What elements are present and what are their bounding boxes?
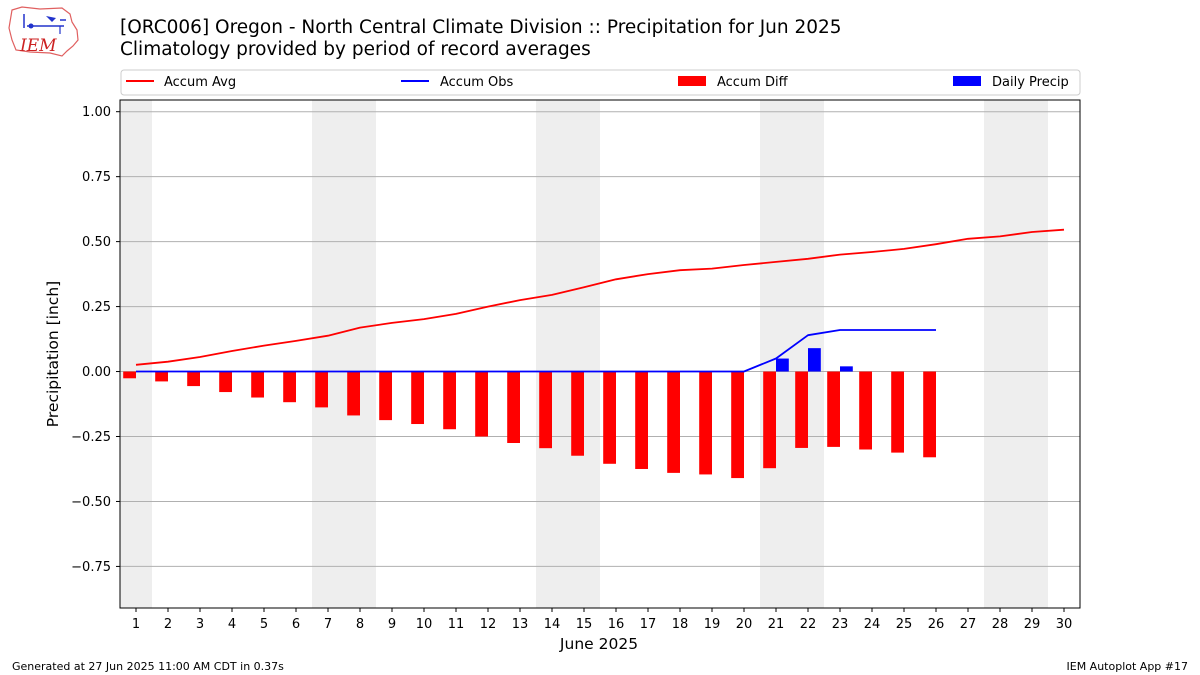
legend-daily-label: Daily Precip <box>992 75 1069 90</box>
x-tick-label: 26 <box>928 617 945 632</box>
daily-precip-bar <box>808 348 821 372</box>
legend-daily-swatch <box>953 76 981 86</box>
x-tick-label: 27 <box>960 617 977 632</box>
accum-diff-bar <box>763 371 776 469</box>
iem-logo: IEM <box>8 6 79 57</box>
x-tick-label: 23 <box>832 617 849 632</box>
accum-diff-bar <box>155 371 168 382</box>
legend: Accum Avg Accum Obs Accum Diff Daily Pre… <box>120 69 1081 96</box>
y-tick-label: 0.25 <box>82 300 111 315</box>
accum-diff-bar <box>315 371 328 408</box>
accum-diff-bar <box>859 371 872 450</box>
x-tick-label: 9 <box>388 617 396 632</box>
accum-diff-bar <box>891 371 904 453</box>
x-tick-label: 2 <box>164 617 172 632</box>
accum-diff-bar <box>347 371 360 416</box>
accum-diff-bar <box>539 371 552 449</box>
x-tick-label: 19 <box>704 617 721 632</box>
accum-diff-bar <box>795 371 808 448</box>
weekend-shade <box>536 100 568 608</box>
accum-diff-bar <box>219 371 232 393</box>
accum-diff-bar <box>475 371 488 437</box>
chart-title: [ORC006] Oregon - North Central Climate … <box>120 17 842 38</box>
x-tick-label: 21 <box>768 617 785 632</box>
accum-diff-bar <box>667 371 680 473</box>
x-tick-label: 1 <box>132 617 140 632</box>
x-tick-label: 25 <box>896 617 913 632</box>
x-tick-label: 7 <box>324 617 332 632</box>
x-tick-label: 5 <box>260 617 268 632</box>
x-tick-label: 6 <box>292 617 300 632</box>
x-tick-label: 14 <box>544 617 561 632</box>
weekend-shade <box>984 100 1016 608</box>
weekend-shade <box>120 100 152 608</box>
accum-diff-bar <box>251 371 264 398</box>
x-tick-label: 8 <box>356 617 364 632</box>
x-tick-label: 30 <box>1056 617 1073 632</box>
x-tick-label: 28 <box>992 617 1009 632</box>
accum-diff-bar <box>379 371 392 421</box>
x-axis-label: June 2025 <box>559 635 638 653</box>
iem-logo-text: IEM <box>19 36 57 56</box>
x-tick-label: 11 <box>448 617 465 632</box>
legend-diff-label: Accum Diff <box>717 75 789 90</box>
y-tick-label: 0.50 <box>82 235 111 250</box>
x-tick-label: 29 <box>1024 617 1041 632</box>
legend-diff-swatch <box>678 76 706 86</box>
weekend-shade <box>1016 100 1048 608</box>
x-tick-label: 10 <box>416 617 433 632</box>
y-tick-label: 0.75 <box>82 170 111 185</box>
weekend-shade <box>312 100 344 608</box>
accum-diff-bar <box>827 371 840 447</box>
legend-obs-label: Accum Obs <box>440 75 513 90</box>
x-tick-label: 22 <box>800 617 817 632</box>
accum-diff-bar <box>731 371 744 479</box>
legend-box <box>120 69 1081 96</box>
accum-diff-bar <box>283 371 296 403</box>
weekend-shade <box>344 100 376 608</box>
x-tick-label: 20 <box>736 617 753 632</box>
generated-note: Generated at 27 Jun 2025 11:00 AM CDT in… <box>12 660 284 673</box>
y-tick-label: 0.00 <box>82 365 111 380</box>
x-tick-label: 3 <box>196 617 204 632</box>
y-axis-label: Precipitation [inch] <box>44 281 62 427</box>
y-tick-label: 1.00 <box>82 105 111 120</box>
accum-diff-bar <box>443 371 456 430</box>
y-tick-label: −0.50 <box>71 495 111 510</box>
x-tick-label: 17 <box>640 617 657 632</box>
accum-diff-bar <box>923 371 936 458</box>
accum-diff-bar <box>603 371 616 464</box>
accum-diff-bar <box>571 371 584 456</box>
y-tick-label: −0.75 <box>71 560 111 575</box>
weekend-shade <box>568 100 600 608</box>
x-tick-label: 15 <box>576 617 593 632</box>
accum-diff-bar <box>123 371 136 379</box>
app-note: IEM Autoplot App #17 <box>1066 660 1189 673</box>
accum-avg-line <box>135 228 1065 366</box>
x-tick-label: 18 <box>672 617 689 632</box>
x-tick-label: 13 <box>512 617 529 632</box>
legend-avg-label: Accum Avg <box>164 75 236 90</box>
accum-diff-bar <box>411 371 424 425</box>
y-tick-label: −0.25 <box>71 430 111 445</box>
daily-precip-bar <box>776 358 789 372</box>
x-tick-label: 12 <box>480 617 497 632</box>
weekend-shade <box>760 100 792 608</box>
plot-frame <box>119 99 1081 609</box>
x-tick-label: 16 <box>608 617 625 632</box>
accum-diff-bar <box>187 371 200 387</box>
x-tick-label: 24 <box>864 617 881 632</box>
daily-precip-bar <box>840 366 853 372</box>
x-tick-label: 4 <box>228 617 236 632</box>
accum-diff-bar <box>507 371 520 443</box>
chart-subtitle: Climatology provided by period of record… <box>120 39 591 60</box>
accum-diff-bar <box>699 371 712 475</box>
accum-obs-line <box>136 329 936 373</box>
accum-diff-bar <box>635 371 648 469</box>
